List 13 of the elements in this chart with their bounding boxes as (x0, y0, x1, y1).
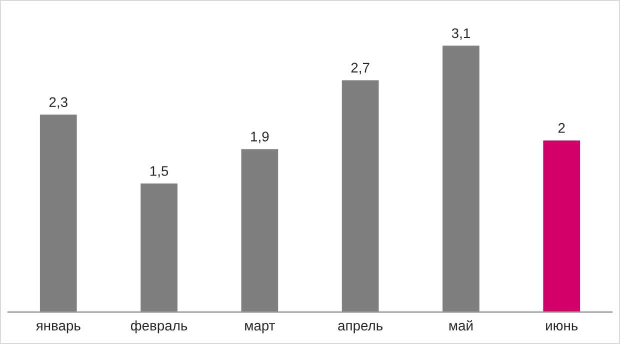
x-tick-label: апрель (338, 322, 383, 334)
data-label: 2 (558, 123, 565, 133)
x-tick-label: январь (36, 322, 80, 334)
x-tick-label: март (245, 322, 275, 334)
data-label: 2,7 (351, 62, 370, 74)
bar (542, 139, 582, 312)
data-label: 3,1 (452, 28, 470, 40)
data-label: 2,3 (49, 97, 68, 109)
x-tick-label: июнь (546, 322, 578, 331)
data-label: 1,5 (150, 166, 168, 178)
x-tick-label: февраль (130, 320, 188, 334)
data-label: 1,9 (251, 132, 269, 144)
x-tick-label: май (449, 320, 473, 331)
